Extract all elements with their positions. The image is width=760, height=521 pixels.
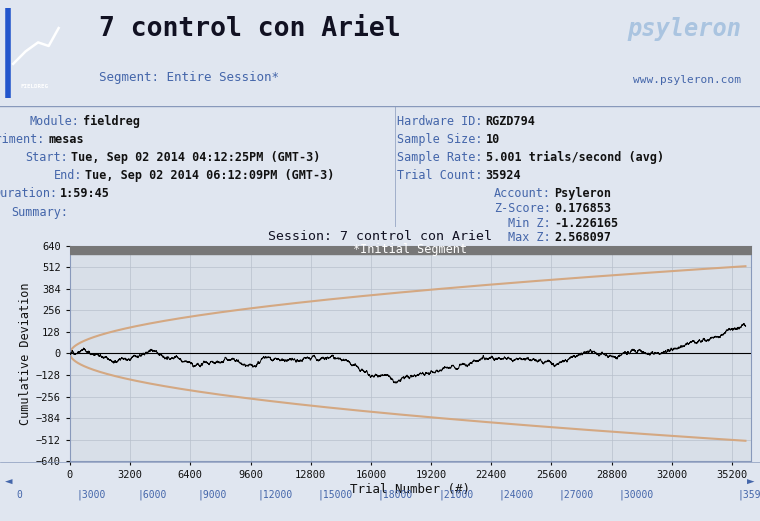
Text: Duration:: Duration: (0, 188, 57, 201)
Text: Sample Size:: Sample Size: (397, 133, 483, 146)
Text: |18000: |18000 (378, 490, 413, 500)
Text: Module:: Module: (30, 115, 80, 128)
Text: Session: 7 control con Ariel: Session: 7 control con Ariel (268, 230, 492, 243)
Text: Account:: Account: (494, 188, 551, 201)
Text: |30000: |30000 (619, 490, 654, 500)
X-axis label: Trial Number (#): Trial Number (#) (350, 483, 470, 496)
Text: |9000: |9000 (198, 490, 226, 500)
Text: Min Z:: Min Z: (508, 217, 551, 230)
Text: 35924: 35924 (486, 169, 521, 182)
Text: Start:: Start: (26, 151, 68, 164)
Text: Sample Rate:: Sample Rate: (397, 151, 483, 164)
Text: |15000: |15000 (318, 490, 353, 500)
Text: Tue, Sep 02 2014 04:12:25PM (GMT-3): Tue, Sep 02 2014 04:12:25PM (GMT-3) (71, 151, 321, 164)
Text: Experiment:: Experiment: (0, 133, 46, 146)
Text: 5.001 trials/second (avg): 5.001 trials/second (avg) (486, 151, 663, 164)
Text: Segment: Entire Session*: Segment: Entire Session* (99, 71, 279, 84)
Text: 0.176853: 0.176853 (554, 202, 611, 215)
Text: 2.568097: 2.568097 (554, 231, 611, 244)
Text: |24000: |24000 (499, 490, 534, 500)
Text: Hardware ID:: Hardware ID: (397, 115, 483, 128)
Text: -1.226165: -1.226165 (554, 217, 618, 230)
Text: fieldreg: fieldreg (83, 115, 140, 128)
Text: psyleron: psyleron (627, 17, 741, 41)
Text: |35924: |35924 (738, 490, 760, 500)
Text: |27000: |27000 (559, 490, 594, 500)
Text: ►: ► (747, 476, 755, 489)
Text: |12000: |12000 (258, 490, 293, 500)
Text: Max Z:: Max Z: (508, 231, 551, 244)
Text: www.psyleron.com: www.psyleron.com (633, 75, 741, 85)
Text: |21000: |21000 (439, 490, 473, 500)
Text: 10: 10 (486, 133, 500, 146)
Text: 0: 0 (17, 490, 23, 500)
Text: Trial Count:: Trial Count: (397, 169, 483, 182)
Text: Psyleron: Psyleron (554, 188, 611, 201)
Text: FIELDREG: FIELDREG (21, 84, 49, 89)
Text: 7 control con Ariel: 7 control con Ariel (99, 16, 401, 42)
Text: Z-Score:: Z-Score: (494, 202, 551, 215)
Text: Tue, Sep 02 2014 06:12:09PM (GMT-3): Tue, Sep 02 2014 06:12:09PM (GMT-3) (85, 169, 334, 182)
Text: 1:59:45: 1:59:45 (60, 188, 110, 201)
Text: ◄: ◄ (5, 476, 13, 489)
Text: Summary:: Summary: (11, 206, 68, 219)
Text: |3000: |3000 (77, 490, 106, 500)
Text: RGZD794: RGZD794 (486, 115, 536, 128)
Y-axis label: Cumulative Deviation: Cumulative Deviation (19, 282, 32, 425)
Text: |6000: |6000 (137, 490, 166, 500)
Text: mesas: mesas (49, 133, 84, 146)
Text: *Initial Segment: *Initial Segment (353, 243, 467, 256)
Text: End:: End: (53, 169, 82, 182)
